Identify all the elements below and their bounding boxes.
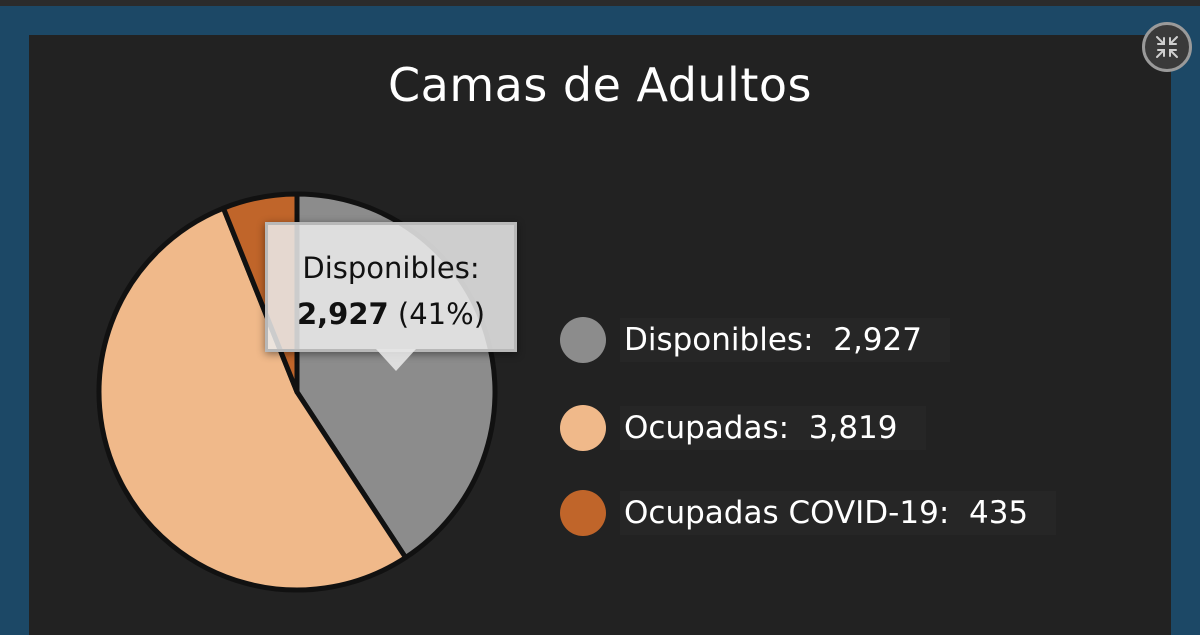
tooltip-title: Disponibles: — [302, 251, 480, 285]
chart-tooltip: Disponibles: 2,927 (41%) — [265, 222, 517, 352]
legend-value-ocupadas: 3,819 — [808, 410, 898, 446]
legend-text-ocupadas: Ocupadas: 3,819 — [620, 406, 926, 450]
legend-item-covid[interactable]: Ocupadas COVID-19: 435 — [560, 483, 1057, 543]
top-bar — [0, 0, 1200, 6]
collapse-button[interactable] — [1142, 22, 1192, 72]
legend-text-disponibles: Disponibles: 2,927 — [620, 318, 950, 362]
legend-item-disponibles[interactable]: Disponibles: 2,927 — [560, 310, 950, 370]
pie-slice-ocupadas[interactable] — [96, 205, 409, 593]
chart-title: Camas de Adultos — [388, 58, 812, 112]
tooltip-value: 2,927 — [296, 297, 389, 331]
tooltip-pointer — [376, 349, 416, 371]
legend-swatch-ocupadas — [560, 405, 606, 451]
legend-value-disponibles: 2,927 — [833, 322, 922, 358]
legend-label-disponibles: Disponibles — [624, 322, 804, 358]
tooltip-value-line: 2,927 (41%) — [268, 291, 514, 337]
collapse-arrows-icon — [1156, 36, 1178, 58]
tooltip-percent: (41%) — [397, 297, 486, 331]
legend-swatch-disponibles — [560, 317, 606, 363]
legend-value-covid: 435 — [968, 495, 1029, 531]
legend-swatch-covid — [560, 490, 606, 536]
legend-item-ocupadas[interactable]: Ocupadas: 3,819 — [560, 398, 926, 458]
legend-text-covid: Ocupadas COVID-19: 435 — [620, 491, 1057, 535]
legend-label-ocupadas: Ocupadas — [624, 410, 779, 446]
legend-label-covid: Ocupadas COVID-19 — [624, 495, 939, 531]
